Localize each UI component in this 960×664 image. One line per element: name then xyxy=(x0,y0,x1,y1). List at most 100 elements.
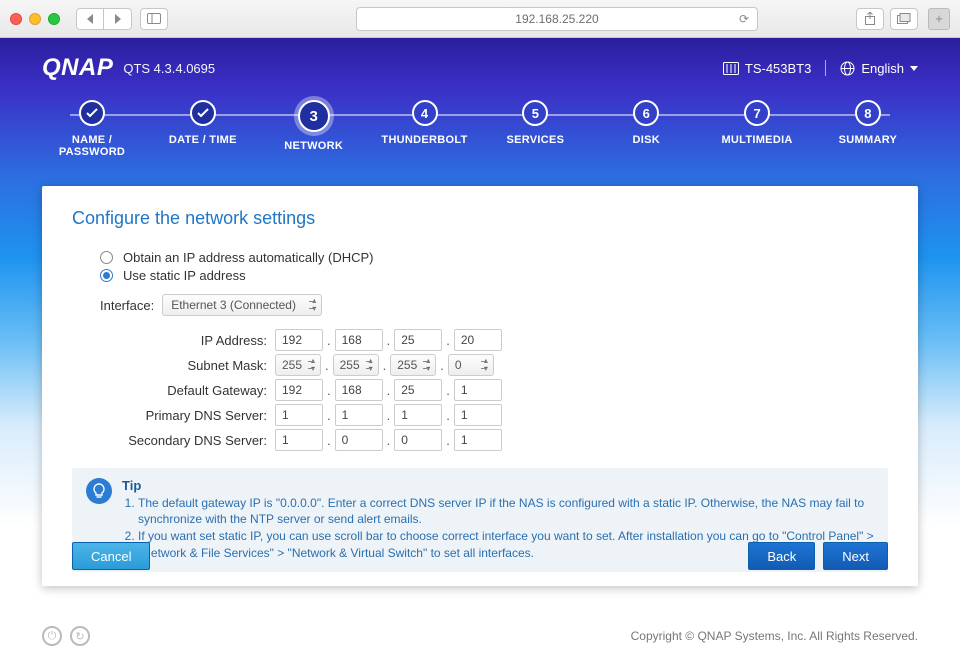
step-label: DATE / TIME xyxy=(169,134,237,146)
octet-input[interactable] xyxy=(335,429,383,451)
cancel-button[interactable]: Cancel xyxy=(72,542,150,570)
step-circle: 7 xyxy=(744,100,770,126)
octet-input[interactable] xyxy=(275,429,323,451)
dot-separator: . xyxy=(446,383,450,398)
url-text: 192.168.25.220 xyxy=(515,12,598,26)
dot-separator: . xyxy=(327,383,331,398)
next-button[interactable]: Next xyxy=(823,542,888,570)
octet-input[interactable] xyxy=(275,404,323,426)
octet-input[interactable] xyxy=(394,379,442,401)
radio-icon xyxy=(100,251,113,264)
dot-separator: . xyxy=(327,408,331,423)
back-button[interactable]: Back xyxy=(748,542,815,570)
octet-input[interactable] xyxy=(335,379,383,401)
ip-mode-radios: Obtain an IP address automatically (DHCP… xyxy=(100,247,888,286)
dot-separator: . xyxy=(387,433,391,448)
chevron-down-icon xyxy=(910,66,918,71)
octet-input[interactable] xyxy=(394,404,442,426)
share-button[interactable] xyxy=(856,8,884,30)
wizard-stepper: NAME / PASSWORD DATE / TIME 3 NETWORK 4 THUND… xyxy=(0,82,960,158)
card-actions: Cancel Back Next xyxy=(72,542,888,570)
step-label: THUNDERBOLT xyxy=(381,134,467,146)
sidebar-toggle-button[interactable] xyxy=(140,8,168,30)
octet-input[interactable] xyxy=(335,404,383,426)
field-dns2: Secondary DNS Server:... xyxy=(100,429,888,451)
card-title: Configure the network settings xyxy=(72,208,888,229)
chevron-right-icon xyxy=(115,14,121,24)
field-label: Secondary DNS Server: xyxy=(100,433,275,448)
nav-back-button[interactable] xyxy=(76,8,104,30)
nav-forward-button[interactable] xyxy=(104,8,132,30)
minimize-window-icon[interactable] xyxy=(29,13,41,25)
octet-input[interactable] xyxy=(454,404,502,426)
octet-input[interactable] xyxy=(454,329,502,351)
device-model: TS-453BT3 xyxy=(723,61,811,76)
dot-separator: . xyxy=(327,433,331,448)
octet-input[interactable] xyxy=(275,379,323,401)
octet-input[interactable] xyxy=(454,429,502,451)
radio-dhcp[interactable]: Obtain an IP address automatically (DHCP… xyxy=(100,250,888,265)
step-label: NAME / PASSWORD xyxy=(42,134,142,158)
refresh-button[interactable]: ↻ xyxy=(70,626,90,646)
octet-group: 255▴▾.255▴▾.255▴▾.0▴▾ xyxy=(275,354,494,376)
octet-group: ... xyxy=(275,404,502,426)
dot-separator: . xyxy=(387,383,391,398)
octet-select[interactable]: 255▴▾ xyxy=(275,354,321,376)
step-label: NETWORK xyxy=(284,140,343,152)
interface-select[interactable]: Ethernet 3 (Connected) ▴▾ xyxy=(162,294,322,316)
language-selector[interactable]: English xyxy=(840,61,918,76)
close-window-icon[interactable] xyxy=(10,13,22,25)
page: QNAP QTS 4.3.4.0695 TS-453BT3 English NA… xyxy=(0,38,960,664)
dot-separator: . xyxy=(446,433,450,448)
radio-dhcp-label: Obtain an IP address automatically (DHCP… xyxy=(123,250,373,265)
octet-select[interactable]: 255▴▾ xyxy=(390,354,436,376)
octet-input[interactable] xyxy=(394,329,442,351)
step-2[interactable]: DATE / TIME xyxy=(153,100,253,158)
step-7[interactable]: 7MULTIMEDIA xyxy=(707,100,807,158)
step-circle: 6 xyxy=(633,100,659,126)
tabs-button[interactable] xyxy=(890,8,918,30)
step-5[interactable]: 5SERVICES xyxy=(485,100,585,158)
step-circle: 8 xyxy=(855,100,881,126)
octet-select[interactable]: 0▴▾ xyxy=(448,354,494,376)
interface-row: Interface: Ethernet 3 (Connected) ▴▾ xyxy=(100,294,888,316)
step-6[interactable]: 6 DISK xyxy=(596,100,696,158)
page-footer: ⏻ ↻ Copyright © QNAP Systems, Inc. All R… xyxy=(42,626,918,646)
octet-input[interactable] xyxy=(335,329,383,351)
tabs-icon xyxy=(897,13,911,25)
new-tab-button[interactable]: + xyxy=(928,8,950,30)
step-1[interactable]: NAME / PASSWORD xyxy=(42,100,142,158)
dot-separator: . xyxy=(325,358,329,373)
octet-group: ... xyxy=(275,379,502,401)
octet-input[interactable] xyxy=(394,429,442,451)
power-button[interactable]: ⏻ xyxy=(42,626,62,646)
tip-heading: Tip xyxy=(122,478,874,493)
brand-logo: QNAP xyxy=(42,54,113,82)
model-text: TS-453BT3 xyxy=(745,61,811,76)
octet-group: ... xyxy=(275,329,502,351)
app-header: QNAP QTS 4.3.4.0695 TS-453BT3 English xyxy=(0,38,960,82)
step-4[interactable]: 4 THUNDERBOLT xyxy=(375,100,475,158)
octet-group: ... xyxy=(275,429,502,451)
step-circle xyxy=(190,100,216,126)
window-controls xyxy=(10,13,60,25)
radio-static[interactable]: Use static IP address xyxy=(100,268,888,283)
step-label: SUMMARY xyxy=(839,134,898,146)
step-8[interactable]: 8 SUMMARY xyxy=(818,100,918,158)
octet-input[interactable] xyxy=(454,379,502,401)
zoom-window-icon[interactable] xyxy=(48,13,60,25)
updown-icon: ▴▾ xyxy=(369,357,373,373)
dot-separator: . xyxy=(387,333,391,348)
step-circle: 3 xyxy=(298,100,330,132)
octet-input[interactable] xyxy=(275,329,323,351)
step-label: DISK xyxy=(632,134,659,146)
address-bar[interactable]: 192.168.25.220 ⟳ xyxy=(356,7,758,31)
octet-select[interactable]: 255▴▾ xyxy=(333,354,379,376)
step-3[interactable]: 3 NETWORK xyxy=(264,100,364,158)
field-gateway: Default Gateway:... xyxy=(100,379,888,401)
updown-icon: ▴▾ xyxy=(426,357,430,373)
dot-separator: . xyxy=(327,333,331,348)
step-circle: 4 xyxy=(412,100,438,126)
field-mask: Subnet Mask:255▴▾.255▴▾.255▴▾.0▴▾ xyxy=(100,354,888,376)
reload-icon[interactable]: ⟳ xyxy=(739,12,749,26)
